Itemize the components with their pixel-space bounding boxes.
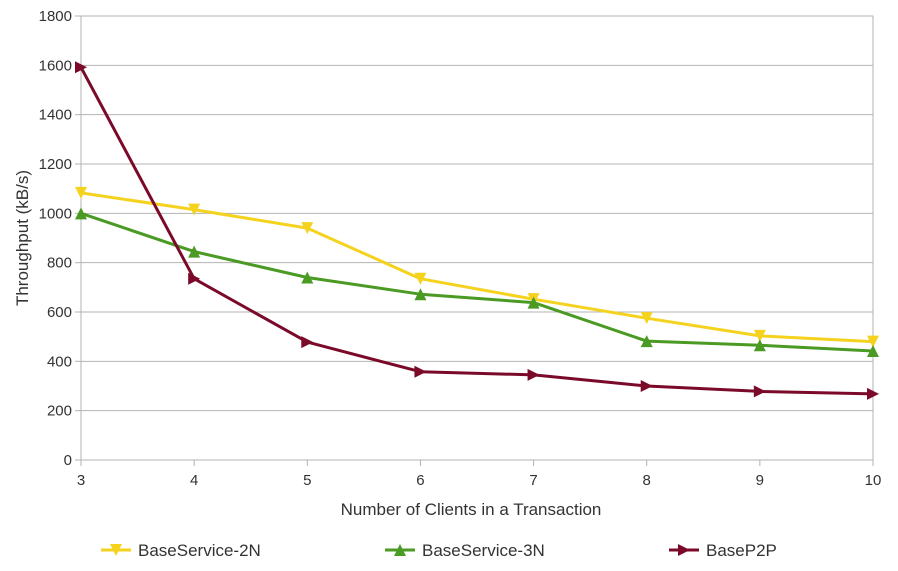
- x-tick-label: 10: [865, 472, 882, 489]
- series-1: [75, 186, 879, 348]
- data-point: [640, 335, 653, 348]
- legend-item-3: BaseP2P: [669, 541, 777, 560]
- data-point: [753, 339, 766, 352]
- data-point: [75, 207, 87, 220]
- y-tick-label: 800: [47, 255, 72, 272]
- data-point: [188, 203, 201, 216]
- data-point: [188, 272, 201, 285]
- series-line: [80, 211, 874, 353]
- x-tick-label: 9: [756, 472, 764, 489]
- series-2: [75, 207, 879, 357]
- data-point: [301, 336, 314, 349]
- y-tick-label: 200: [47, 403, 72, 420]
- data-point: [75, 61, 87, 74]
- y-tick-label: 600: [47, 304, 72, 321]
- data-point: [75, 186, 87, 199]
- legend-marker: [110, 544, 122, 556]
- y-axis-title: Throughput (kB/s): [13, 170, 32, 306]
- legend-marker: [394, 544, 406, 556]
- data-point: [640, 380, 653, 392]
- legend-item-1: BaseService-2N: [101, 541, 261, 560]
- data-point: [867, 344, 879, 357]
- axes: [75, 15, 874, 466]
- data-point: [640, 312, 653, 325]
- x-tick-label: 8: [643, 472, 651, 489]
- gridlines: [81, 15, 873, 412]
- x-tick-label: 3: [77, 472, 85, 489]
- x-tick-label: 4: [190, 472, 198, 489]
- y-tick-label: 0: [64, 452, 72, 469]
- x-tick-labels: 3 4 5 6 7 8 9 10: [77, 472, 882, 489]
- y-tick-label: 1200: [39, 156, 72, 173]
- data-point: [527, 296, 540, 309]
- data-point: [301, 222, 314, 235]
- data-point: [527, 368, 540, 381]
- y-tick-label: 1400: [39, 107, 72, 124]
- legend-label: BaseService-3N: [422, 541, 545, 560]
- legend-label: BaseService-2N: [138, 541, 261, 560]
- legend-marker: [678, 544, 690, 556]
- x-tick-label: 7: [529, 472, 537, 489]
- data-point: [867, 387, 879, 400]
- legend-label: BaseP2P: [706, 541, 777, 560]
- data-point: [867, 335, 879, 348]
- data-point: [414, 272, 427, 285]
- y-tick-label: 1000: [39, 205, 72, 222]
- series-3: [75, 61, 879, 400]
- y-tick-label: 400: [47, 353, 72, 370]
- data-point: [753, 385, 766, 398]
- data-point: [414, 365, 427, 378]
- plot-frame: [80, 15, 874, 461]
- y-tick-label: 1600: [39, 57, 72, 74]
- legend: BaseService-2N BaseService-3N BaseP2P: [101, 541, 777, 560]
- series-layer: [75, 61, 879, 400]
- data-point: [188, 245, 201, 258]
- y-tick-labels: 0 200 400 600 800 1000 1200 1400 1600 1800: [39, 8, 72, 469]
- series-line: [80, 191, 874, 344]
- x-tick-label: 6: [416, 472, 424, 489]
- data-point: [414, 288, 427, 301]
- legend-item-2: BaseService-3N: [385, 541, 545, 560]
- data-point: [301, 271, 314, 284]
- data-point: [753, 329, 766, 342]
- x-axis-title: Number of Clients in a Transaction: [341, 500, 602, 519]
- y-tick-label: 1800: [39, 8, 72, 25]
- series-line: [79, 66, 874, 396]
- x-tick-label: 5: [303, 472, 311, 489]
